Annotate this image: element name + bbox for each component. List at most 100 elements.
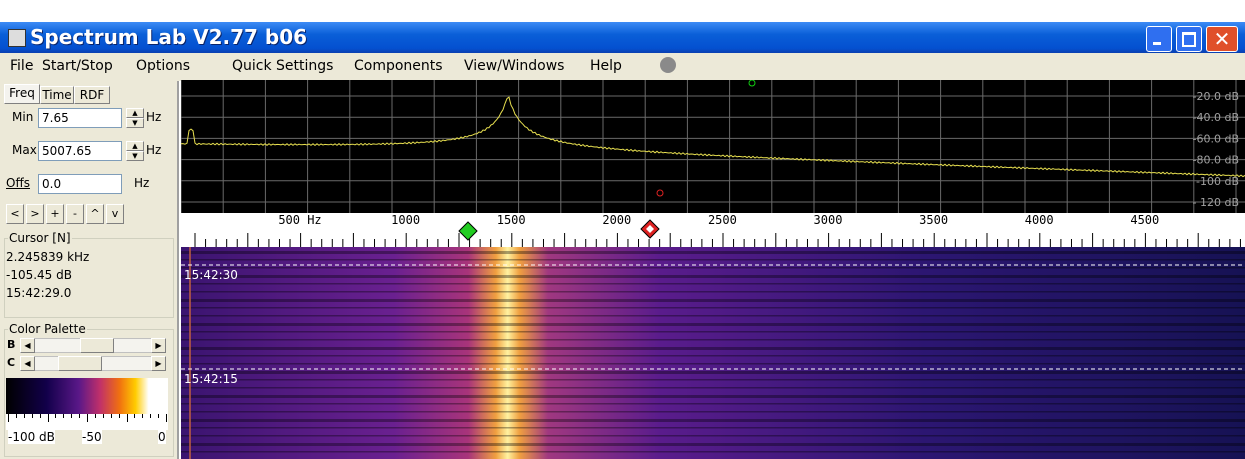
wf-stripe (181, 251, 1245, 254)
wf-stripe (181, 299, 1245, 302)
palette-tick (55, 414, 56, 418)
cursor-info: 15:42:29.0 (6, 286, 71, 300)
timestamp: 15:42:15 (184, 372, 238, 386)
palette-tick (87, 414, 88, 422)
db-label: -100 dB (1196, 175, 1239, 188)
slider-arrow: ▶ (151, 356, 166, 371)
wf-stripe (181, 339, 1245, 341)
wf-stripe (181, 363, 1245, 365)
wf-stripe (181, 371, 1245, 374)
menu-item[interactable]: File (10, 58, 33, 74)
wf-stripe (181, 323, 1245, 326)
field-unit: Hz (146, 143, 161, 157)
nav-button[interactable]: > (26, 204, 44, 224)
spin-down[interactable]: ▼ (126, 151, 144, 161)
tab[interactable]: Time (40, 86, 74, 104)
palette-label: -100 dB (8, 430, 55, 444)
palette-tick (79, 414, 80, 418)
wf-stripe (181, 427, 1245, 429)
field-input[interactable]: 5007.65 (38, 141, 122, 161)
slider-arrow: ◀ (20, 356, 35, 371)
palette-tick (134, 414, 135, 418)
freq-label: 500 Hz (278, 213, 321, 227)
db-label: -60.0 dB (1193, 132, 1240, 145)
menu-item[interactable]: Quick Settings (232, 58, 333, 74)
wf-stripe (181, 379, 1245, 381)
db-label: -80.0 dB (1193, 154, 1240, 167)
slider-thumb[interactable] (80, 338, 114, 353)
nav-button[interactable]: v (106, 204, 124, 224)
spin-up[interactable]: ▲ (126, 141, 144, 151)
cursor-info: -105.45 dB (6, 268, 72, 282)
tab[interactable]: RDF (74, 86, 110, 104)
tab[interactable]: Freq (4, 84, 40, 104)
group-title: Cursor [N] (8, 231, 72, 245)
palette-tick (166, 414, 167, 422)
wf-stripe (181, 347, 1245, 350)
wf-stripe (181, 331, 1245, 333)
waterfall: 15:42:30 15:42:15 (181, 247, 1245, 459)
spectrum-plot: -20.0 dB-40.0 dB-60.0 dB-80.0 dB-100 dB-… (181, 80, 1245, 213)
slider-label: B (7, 338, 15, 351)
nav-button[interactable]: - (66, 204, 84, 224)
palette-tick (103, 414, 104, 418)
field-input[interactable]: 7.65 (38, 108, 122, 128)
wf-stripe (181, 307, 1245, 309)
wf-stripe (181, 355, 1245, 357)
palette-tick (16, 414, 17, 418)
freq-label: 3500 (919, 213, 948, 227)
palette-tick (71, 414, 72, 418)
nav-button[interactable]: + (46, 204, 64, 224)
minimize-button[interactable] (1146, 26, 1172, 52)
wf-stripe (181, 291, 1245, 293)
palette-tick (119, 414, 120, 418)
slider-thumb[interactable] (58, 356, 102, 371)
menu-item[interactable]: Options (136, 58, 190, 74)
timestamp: 15:42:30 (184, 268, 238, 282)
wf-stripe (181, 419, 1245, 422)
palette-label: -50 (82, 430, 102, 444)
wf-stripe (181, 259, 1245, 261)
freq-label: 2000 (602, 213, 631, 227)
slider-label: C (7, 356, 15, 369)
plot-bg (181, 80, 1245, 213)
palette-tick (95, 414, 96, 418)
palette-tick (24, 414, 25, 418)
freq-label: 1500 (497, 213, 526, 227)
menu-item[interactable]: Components (354, 58, 443, 74)
field-label: Offs (6, 176, 30, 190)
maximize-button[interactable] (1176, 26, 1202, 52)
field-label: Min (12, 110, 33, 124)
spin-up[interactable]: ▲ (126, 108, 144, 118)
menu-item[interactable]: View/Windows (464, 58, 564, 74)
group-title: Color Palette (8, 322, 87, 336)
palette-tick (32, 414, 33, 418)
palette-tick (158, 414, 159, 418)
menu-item[interactable]: Start/Stop (42, 58, 113, 74)
nav-button[interactable]: ^ (86, 204, 104, 224)
window-title: Spectrum Lab V2.77 b06 (30, 25, 307, 49)
slider-arrow: ▶ (151, 338, 166, 353)
freq-label: 4000 (1025, 213, 1054, 227)
freq-label: 3000 (814, 213, 843, 227)
wf-stripe (181, 395, 1245, 398)
wf-stripe (181, 315, 1245, 317)
field-input[interactable]: 0.0 (38, 174, 122, 194)
nav-button[interactable]: < (6, 204, 24, 224)
wf-stripe (181, 435, 1245, 437)
app-icon (8, 29, 26, 47)
db-label: -40.0 dB (1193, 111, 1240, 124)
page: Spectrum Lab V2.77 b06 ✕ -20.0 dB-40.0 d… (0, 0, 1245, 459)
palette-tick (8, 414, 9, 422)
field-label: Max (12, 143, 37, 157)
palette-tick (127, 414, 128, 422)
wf-stripe (181, 267, 1245, 269)
freq-label: 2500 (708, 213, 737, 227)
menu-item[interactable]: Help (590, 58, 622, 74)
wf-stripe (181, 275, 1245, 278)
field-unit: Hz (146, 110, 161, 124)
freq-label: 1000 (391, 213, 420, 227)
close-button[interactable]: ✕ (1206, 26, 1238, 52)
spin-down[interactable]: ▼ (126, 118, 144, 128)
field-unit: Hz (134, 176, 149, 190)
